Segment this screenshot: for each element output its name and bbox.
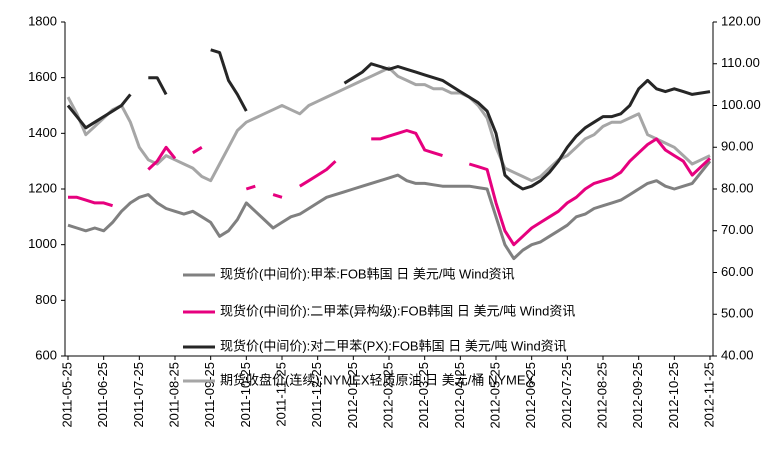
x-tick-label: 2011-12-25 [309,362,324,428]
y2-tick-label: 80.00 [721,180,754,195]
series-line [66,66,711,183]
x-tick-label: 2011-11-25 [273,362,288,427]
x-tick-label: 2011-07-25 [131,362,146,428]
series-line [66,48,711,191]
series-line [68,129,712,247]
x-tick-label: 2012-11-25 [701,362,716,428]
series-line [67,160,712,261]
x-tick-label: 2011-08-25 [166,362,181,428]
y2-tick-label: 70.00 [721,222,754,237]
x-tick-label: 2012-01-25 [345,362,360,429]
x-tick-label: 2012-10-25 [666,362,681,429]
y-tick-label: 600 [35,347,57,362]
x-tick-label: 2012-08-25 [594,362,609,429]
x-tick-label: 2011-06-25 [95,362,110,428]
x-tick-label: 2012-05-25 [487,362,502,429]
y2-tick-label: 40.00 [721,347,754,362]
y2-tick-label: 110.00 [721,55,760,70]
x-tick-label: 2012-09-25 [630,362,645,429]
x-tick-label: 2011-09-25 [202,362,217,428]
y2-tick-label: 100.00 [721,97,761,112]
x-tick-label: 2012-03-25 [416,362,431,429]
y2-tick-label: 50.00 [721,306,754,321]
y-tick-label: 1200 [28,180,57,195]
legend-label: 现货价(中间价):二甲苯(异构级):FOB韩国 日 美元/吨 Wind资讯 [220,303,575,318]
y-tick-label: 800 [35,292,57,307]
x-tick-label: 2012-07-25 [559,362,574,429]
x-tick-label: 2012-06-25 [523,362,538,429]
x-tick-label: 2011-05-25 [59,362,74,428]
y-tick-label: 1800 [28,13,57,28]
x-tick-label: 2012-04-25 [452,362,467,429]
y-tick-label: 1000 [28,236,57,251]
legend-label: 现货价(中间价):甲苯:FOB韩国 日 美元/吨 Wind资讯 [220,266,515,281]
y-tick-label: 1600 [28,69,57,84]
x-tick-label: 2011-10-25 [238,362,253,428]
y2-tick-label: 60.00 [721,264,754,279]
y-tick-label: 1400 [28,125,57,140]
x-tick-label: 2012-02-25 [380,362,395,429]
legend-label: 期货收盘价(连续):NYMEX轻质原油 日 美元/桶 NYMEX [220,372,535,387]
legend-label: 现货价(中间价):对二甲苯(PX):FOB韩国 日 美元/吨 Wind资讯 [220,338,567,353]
y2-tick-label: 120.00 [721,13,761,28]
y2-tick-label: 90.00 [721,139,754,154]
